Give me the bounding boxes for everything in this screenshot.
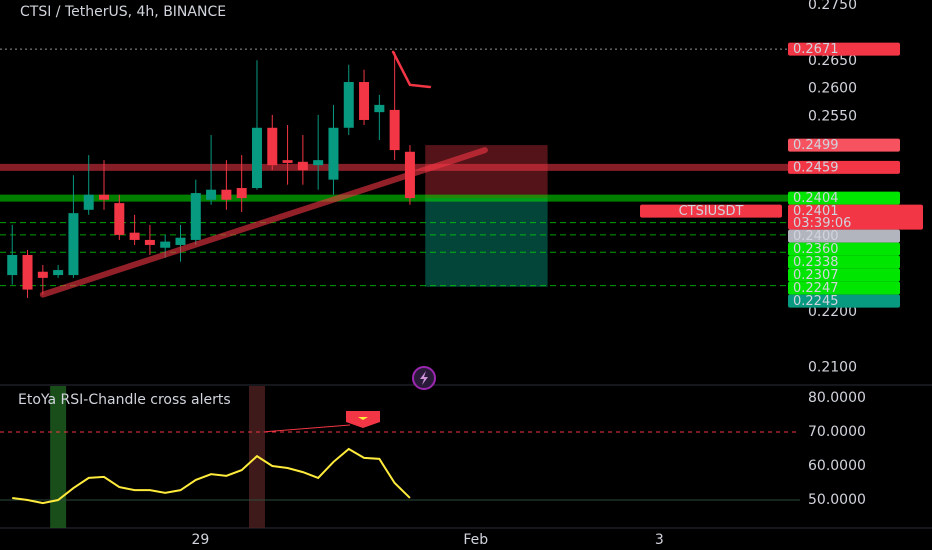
price-tag: 0.2459 bbox=[788, 160, 900, 175]
price-tag-box bbox=[788, 160, 900, 174]
price-tag: 0.2307 bbox=[788, 268, 900, 283]
drawing-arrow bbox=[391, 50, 432, 89]
alert-marker bbox=[261, 411, 380, 433]
signal-highlight bbox=[50, 386, 67, 528]
candle-body bbox=[22, 254, 33, 290]
candle-body bbox=[144, 239, 155, 245]
price-tag: 0.2404 bbox=[788, 191, 900, 206]
y-tick-label: 70.0000 bbox=[808, 424, 866, 440]
price-tag-box bbox=[788, 294, 900, 308]
candle-body bbox=[343, 82, 354, 128]
alert-icon bbox=[358, 417, 368, 420]
trendline bbox=[39, 147, 488, 298]
price-tag-box bbox=[788, 42, 900, 56]
price-tag-label: 0.2671 bbox=[793, 42, 839, 57]
candle-body bbox=[374, 104, 385, 113]
price-tag-label: 0.2338 bbox=[793, 255, 839, 270]
price-tag-box bbox=[788, 242, 900, 256]
candle-body bbox=[313, 160, 324, 166]
candle-body bbox=[297, 161, 308, 171]
candle-body bbox=[221, 189, 232, 200]
y-tick-label: 0.2100 bbox=[808, 360, 857, 376]
price-tag-label: 0.2499 bbox=[793, 138, 839, 153]
y-tick-label: 0.2650 bbox=[808, 53, 857, 69]
y-tick-label: 0.2550 bbox=[808, 109, 857, 125]
price-tag-box bbox=[788, 229, 900, 243]
price-tag-label: 0.2247 bbox=[793, 281, 839, 296]
price-tag: 0.2400 bbox=[788, 229, 900, 244]
candle-body bbox=[190, 193, 201, 240]
x-tick-label: Feb bbox=[463, 532, 488, 548]
price-tag-label: 0.2400 bbox=[793, 229, 839, 244]
candle-body bbox=[206, 189, 217, 200]
y-tick-label: 50.0000 bbox=[808, 492, 866, 508]
candle-body bbox=[7, 254, 18, 276]
y-tick-label: 80.0000 bbox=[808, 390, 866, 406]
price-tag: 0.2499 bbox=[788, 138, 900, 153]
indicator-pane: 80.0000 70.0000 60.0000 50.0000 29 Feb 3 bbox=[0, 386, 866, 548]
lightning-icon[interactable] bbox=[412, 366, 436, 390]
main-pane: 0.2750 0.2650 0.2600 0.2550 0.2200 0.2100 0.26… bbox=[0, 0, 923, 376]
candle-body bbox=[114, 203, 125, 235]
x-tick-label: 29 bbox=[191, 532, 209, 548]
price-tag-box bbox=[788, 255, 900, 269]
candle-body bbox=[68, 213, 79, 276]
candle-body bbox=[99, 194, 110, 200]
symbol-tag-label: CTSIUSDT bbox=[679, 204, 744, 219]
candle-body bbox=[267, 127, 278, 166]
price-tag-label: 0.2404 bbox=[793, 191, 839, 206]
candle-body bbox=[328, 127, 339, 180]
candle-body bbox=[251, 127, 262, 189]
symbol-tag-box bbox=[640, 204, 782, 218]
price-tag: 0.2671 bbox=[788, 42, 900, 57]
indicator-title: EtoYa RSI-Chandle cross alerts bbox=[18, 392, 231, 408]
countdown: 03:39:06 bbox=[793, 216, 851, 231]
price-tag: 0.2338 bbox=[788, 255, 900, 270]
candle-body bbox=[175, 237, 186, 245]
target-zone bbox=[425, 198, 548, 287]
price-tag-label: 0.2360 bbox=[793, 242, 839, 257]
price-tag-box bbox=[788, 191, 900, 205]
price-tag-label: 0.2245 bbox=[793, 294, 839, 309]
candle-body bbox=[282, 160, 293, 163]
price-tag-label: 0.2307 bbox=[793, 268, 839, 283]
chart-title: CTSI / TetherUS, 4h, BINANCE bbox=[20, 4, 226, 20]
y-tick-label: 0.2200 bbox=[808, 304, 857, 320]
price-tag: 0.2360 bbox=[788, 242, 900, 257]
candle-body bbox=[83, 194, 94, 210]
price-tag-box bbox=[788, 138, 900, 152]
y-tick-label: 60.0000 bbox=[808, 458, 866, 474]
candle-body bbox=[359, 82, 370, 120]
price-tag-box bbox=[788, 204, 923, 230]
price-tag-label: 0.2401 bbox=[793, 204, 839, 219]
price-tag: 0.2247 bbox=[788, 281, 900, 296]
candle-body bbox=[389, 109, 400, 151]
candle-body bbox=[129, 232, 140, 240]
icon-bolt bbox=[420, 371, 428, 385]
alert-line bbox=[261, 424, 351, 433]
price-tag-box bbox=[788, 268, 900, 282]
y-tick-label: 0.2750 bbox=[808, 0, 857, 13]
y-tick-label: 0.2600 bbox=[808, 81, 857, 97]
stop-zone bbox=[425, 145, 548, 199]
candle-body bbox=[236, 188, 247, 199]
price-tag: 0.2245 bbox=[788, 294, 900, 309]
price-tag-box bbox=[788, 281, 900, 295]
candle-body bbox=[160, 241, 171, 248]
price-tag-label: 0.2459 bbox=[793, 160, 839, 175]
candle-body bbox=[53, 270, 64, 276]
x-tick-label: 3 bbox=[655, 532, 664, 548]
candle-body bbox=[37, 271, 48, 278]
rsi-line bbox=[12, 447, 411, 505]
